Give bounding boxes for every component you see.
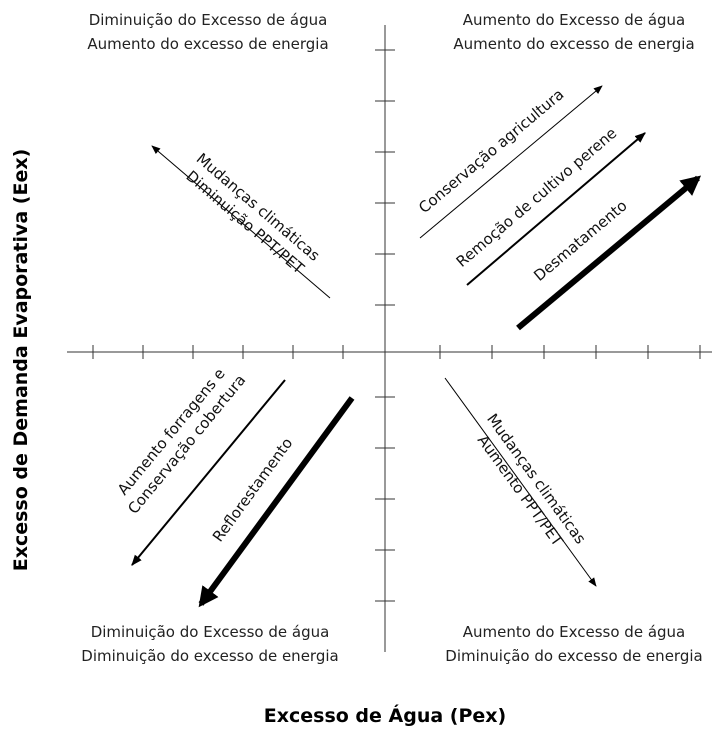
climate-dry-arrow xyxy=(151,145,331,299)
deforestation-arrow xyxy=(516,175,702,331)
quadrant-caption-line: Diminuição do excesso de energia xyxy=(81,647,338,665)
quadrant-caption-line: Aumento do excesso de energia xyxy=(453,35,694,53)
quadrant-caption-line: Aumento do Excesso de água xyxy=(463,623,685,641)
reforestation-arrow xyxy=(198,396,355,608)
y-axis-title: Excesso de Demanda Evaporativa (Eex) xyxy=(10,149,32,572)
conservation-agriculture-arrow xyxy=(419,85,603,239)
x-axis-title: Excesso de Água (Pex) xyxy=(264,704,506,727)
forage-conservation-label: Aumento forragens e Conservação cobertur… xyxy=(114,365,249,518)
quadrant-bottom-left-caption: Diminuição do Excesso de água Diminuição… xyxy=(81,623,338,665)
perennial-removal-label: Remoção de cultivo perene xyxy=(453,124,621,271)
x-axis-ticks xyxy=(92,345,701,359)
perennial-removal-label-text: Remoção de cultivo perene xyxy=(453,124,621,271)
y-axis-ticks xyxy=(375,49,395,602)
climate-wet-label: Mudanças climáticas Aumento PPT/PET xyxy=(474,410,590,550)
deforestation-label-text: Desmatamento xyxy=(530,197,630,285)
deforestation-label: Desmatamento xyxy=(530,197,630,285)
climate-dry-label: Mudanças climáticas Diminuição PPT/PET xyxy=(183,149,324,278)
quadrant-caption-line: Diminuição do Excesso de água xyxy=(91,623,330,641)
quadrant-caption-line: Diminuição do excesso de energia xyxy=(445,647,702,665)
quadrant-caption-line: Diminuição do Excesso de água xyxy=(89,11,328,29)
quadrant-top-right-caption: Aumento do Excesso de água Aumento do ex… xyxy=(453,11,694,53)
arrows xyxy=(131,85,702,608)
quadrant-caption-line: Aumento do Excesso de água xyxy=(463,11,685,29)
quadrant-caption-line: Aumento do excesso de energia xyxy=(87,35,328,53)
climate-dry-label-line: Mudanças climáticas xyxy=(193,149,324,264)
climate-wet-arrow xyxy=(444,377,597,587)
forage-conservation-arrow xyxy=(131,379,286,566)
axes xyxy=(67,25,712,652)
quadrant-top-left-caption: Diminuição do Excesso de água Aumento do… xyxy=(87,11,328,53)
quadrant-bottom-right-caption: Aumento do Excesso de água Diminuição do… xyxy=(445,623,702,665)
forage-conservation-label-line: Aumento forragens e xyxy=(114,365,229,499)
perennial-removal-arrow xyxy=(466,132,646,286)
